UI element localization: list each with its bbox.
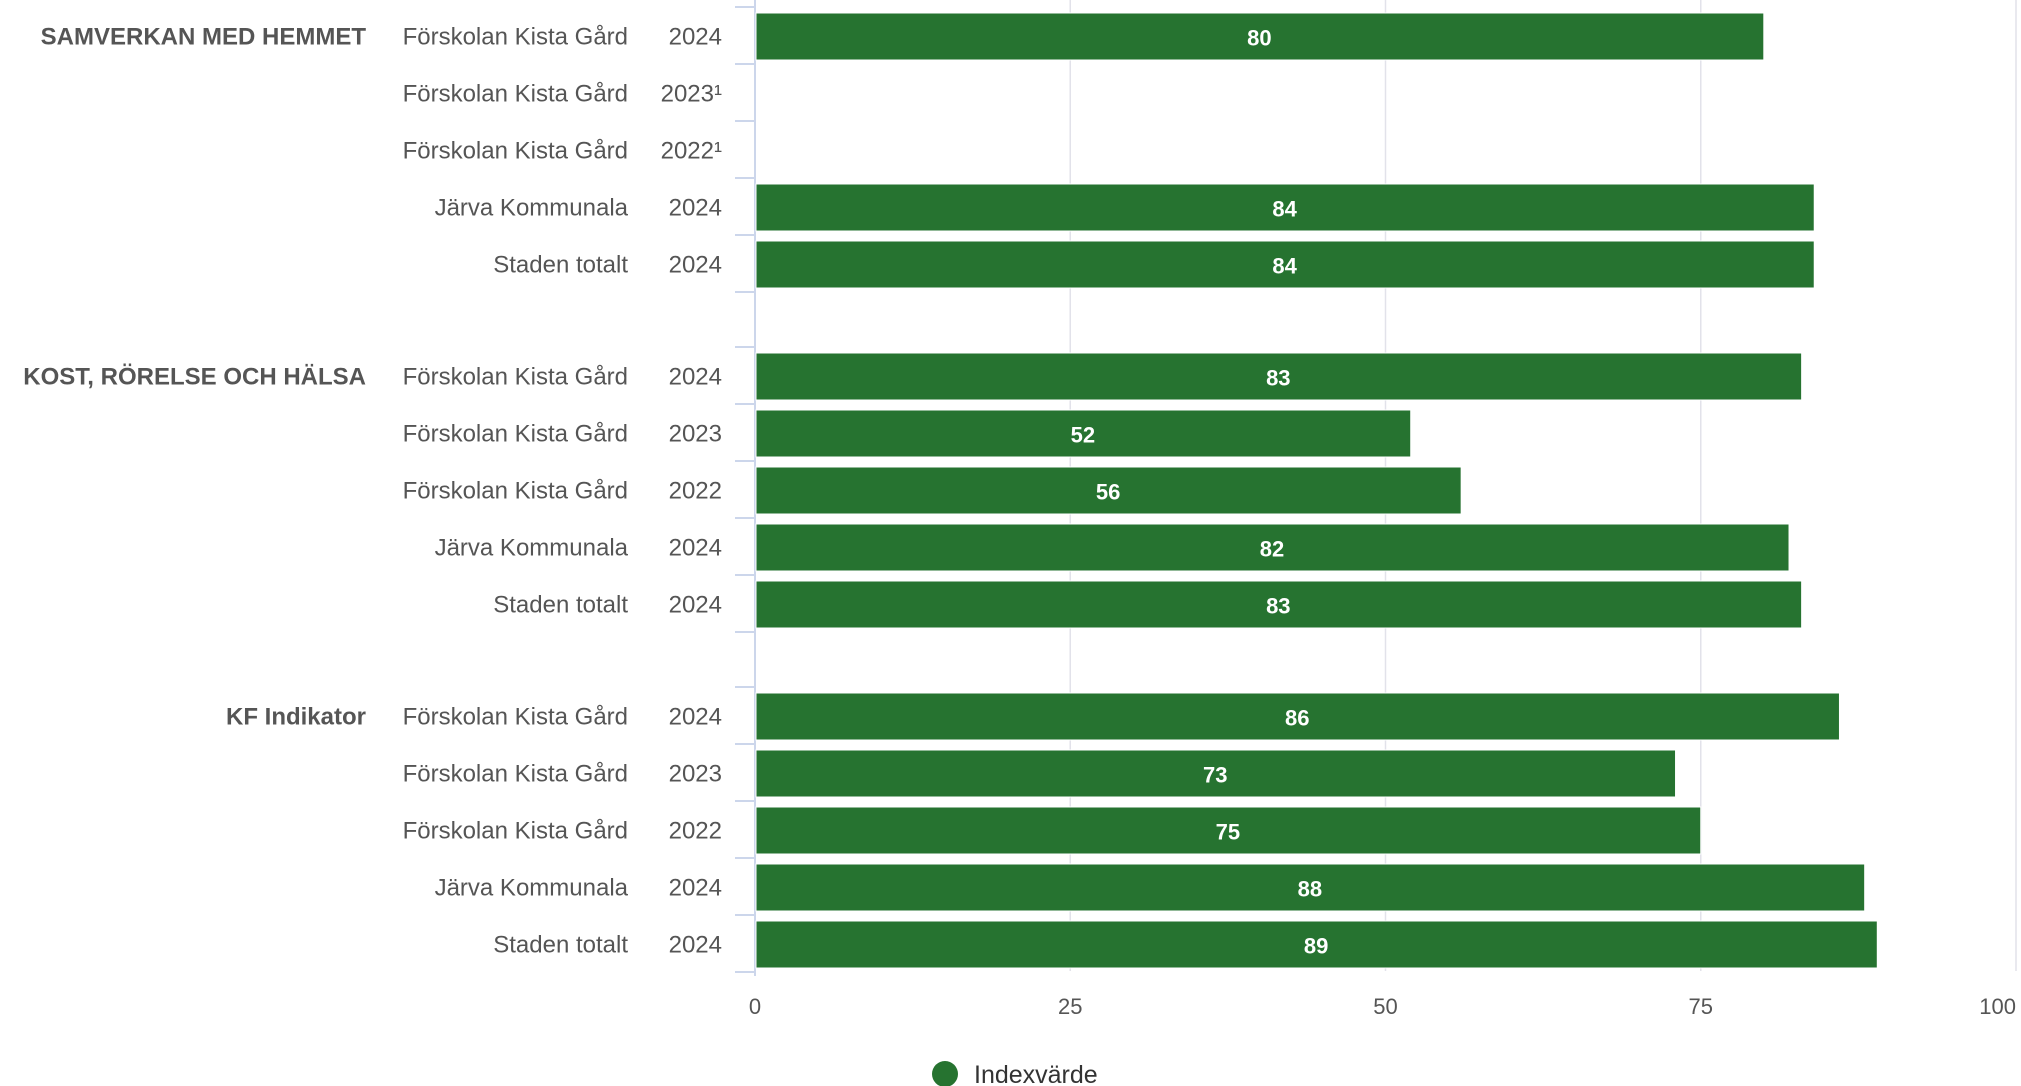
data-label: 89: [1304, 934, 1328, 959]
year-label: 2024: [669, 364, 722, 391]
x-tick-label: 25: [1058, 994, 1082, 1019]
category-label: Förskolan Kista Gård: [403, 364, 628, 391]
x-tick-label: 50: [1373, 994, 1397, 1019]
category-label: Förskolan Kista Gård: [403, 81, 628, 108]
bar[interactable]: [755, 580, 1803, 629]
data-label: 83: [1266, 366, 1290, 391]
data-label: 73: [1203, 763, 1227, 788]
category-label: Förskolan Kista Gård: [403, 818, 628, 845]
bar[interactable]: [755, 183, 1815, 232]
bar[interactable]: [755, 352, 1803, 401]
year-label: 2024: [669, 535, 722, 562]
category-label: Förskolan Kista Gård: [403, 704, 628, 731]
category-label: Staden totalt: [493, 592, 628, 619]
data-label: 83: [1266, 594, 1290, 619]
year-label: 2024: [669, 592, 722, 619]
year-label: 2023¹: [661, 81, 722, 108]
year-label: 2024: [669, 195, 722, 222]
year-label: 2023: [669, 421, 722, 448]
group-label: SAMVERKAN MED HEMMET: [41, 24, 367, 51]
x-axis-ticks: 0 25 50 75 100: [749, 994, 2016, 1019]
bar[interactable]: [755, 863, 1866, 912]
x-tick-label: 100: [1979, 994, 2016, 1019]
data-label: 84: [1272, 197, 1297, 222]
category-label: Förskolan Kista Gård: [403, 761, 628, 788]
category-label: Staden totalt: [493, 932, 628, 959]
year-label: 2023: [669, 761, 722, 788]
data-label: 52: [1071, 423, 1095, 448]
category-label: Staden totalt: [493, 252, 628, 279]
data-label: 75: [1216, 820, 1240, 845]
legend[interactable]: Indexvärde: [932, 1061, 1098, 1086]
data-label: 88: [1298, 877, 1322, 902]
year-label: 2024: [669, 252, 722, 279]
year-label: 2024: [669, 875, 722, 902]
group-label: KF Indikator: [226, 704, 366, 731]
year-label: 2024: [669, 24, 722, 51]
category-label: Järva Kommunala: [435, 535, 629, 562]
x-tick-label: 75: [1689, 994, 1713, 1019]
bar[interactable]: [755, 523, 1790, 572]
bar[interactable]: [755, 12, 1765, 61]
data-label: 82: [1260, 537, 1284, 562]
bar[interactable]: [755, 240, 1815, 289]
x-tick-label: 0: [749, 994, 761, 1019]
data-label: 84: [1272, 254, 1297, 279]
data-label: 86: [1285, 706, 1309, 731]
bar[interactable]: [755, 806, 1702, 855]
data-label: 80: [1247, 26, 1271, 51]
category-label: Förskolan Kista Gård: [403, 421, 628, 448]
bar[interactable]: [755, 749, 1677, 798]
year-label: 2024: [669, 932, 722, 959]
bar[interactable]: [755, 692, 1840, 741]
category-label: Järva Kommunala: [435, 875, 629, 902]
legend-marker: [932, 1061, 958, 1086]
category-labels: SAMVERKAN MED HEMMET Förskolan Kista Gård…: [23, 24, 722, 959]
category-axis: [735, 0, 756, 976]
category-label: Järva Kommunala: [435, 195, 629, 222]
bar[interactable]: [755, 466, 1462, 515]
data-label: 56: [1096, 480, 1120, 505]
legend-label-indexvarde: Indexvärde: [974, 1061, 1098, 1086]
category-label: Förskolan Kista Gård: [403, 138, 628, 165]
bar[interactable]: [755, 920, 1878, 969]
bars: 80 84 84 83 52 56 82 83 86 73 75 88 89: [755, 12, 1878, 969]
year-label: 2022¹: [661, 138, 722, 165]
year-label: 2022: [669, 478, 722, 505]
bar[interactable]: [755, 409, 1412, 458]
category-label: Förskolan Kista Gård: [403, 24, 628, 51]
year-label: 2024: [669, 704, 722, 731]
group-label: KOST, RÖRELSE OCH HÄLSA: [23, 364, 366, 391]
year-label: 2022: [669, 818, 722, 845]
category-label: Förskolan Kista Gård: [403, 478, 628, 505]
